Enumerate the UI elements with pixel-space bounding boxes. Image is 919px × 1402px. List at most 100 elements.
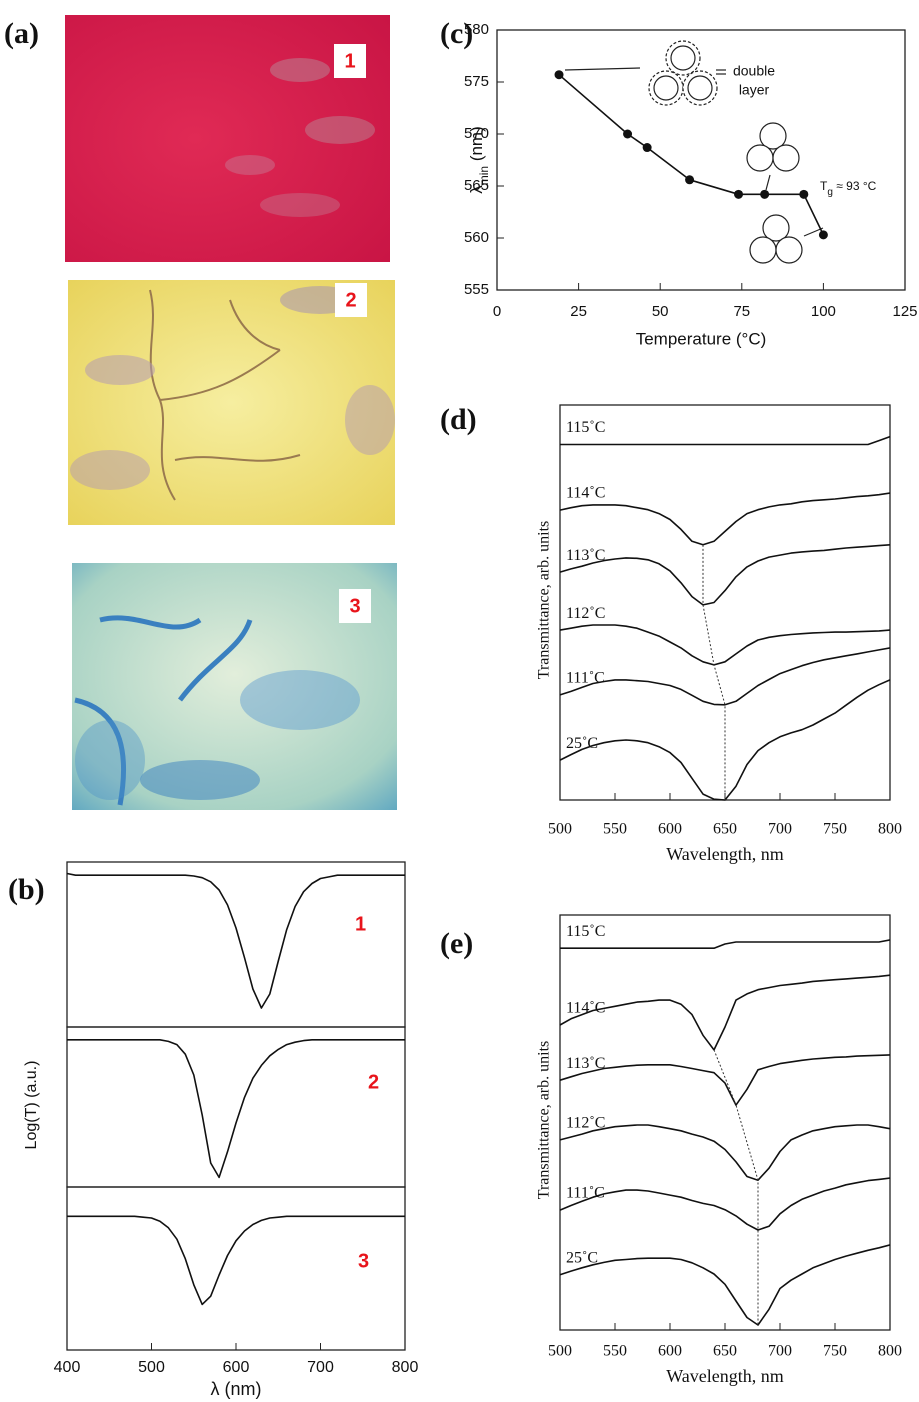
plot-frame — [66, 1026, 406, 1188]
series-label: 111˚C — [566, 1185, 605, 1202]
data-point — [554, 70, 564, 80]
x-tick-label: 800 — [392, 1359, 419, 1376]
x-tick-label: 750 — [823, 1343, 847, 1360]
x-axis-label: Temperature (°C) — [636, 329, 767, 348]
series-line — [559, 1124, 891, 1181]
x-tick-label: 550 — [603, 821, 627, 838]
data-point — [623, 129, 633, 139]
photo-label: 1 — [344, 50, 355, 72]
plot-frame — [559, 404, 891, 801]
panel-label: (c) — [440, 17, 473, 50]
x-tick-label: 600 — [658, 1343, 682, 1360]
series-label: 113˚C — [566, 1055, 605, 1072]
series-line — [559, 1054, 891, 1106]
y-tick-label: 555 — [464, 281, 489, 298]
photo: 3 — [72, 563, 397, 810]
y-tick-label: 560 — [464, 229, 489, 246]
x-tick-label: 125 — [892, 303, 917, 320]
panel-label: (d) — [440, 403, 477, 436]
panel-label: (e) — [440, 927, 473, 960]
series-label: 112˚C — [566, 1115, 605, 1132]
y-axis-label: Transmittance, arb. units — [536, 1041, 553, 1200]
y-tick-label: 580 — [464, 21, 489, 38]
series-line — [560, 435, 891, 446]
series-line — [559, 624, 891, 666]
x-tick-label: 600 — [658, 821, 682, 838]
plot-frame — [559, 914, 891, 1331]
x-tick-label: 75 — [733, 303, 750, 320]
data-point — [642, 143, 652, 153]
y-tick-label: 565 — [464, 177, 489, 194]
photo: 1 — [65, 15, 390, 262]
y-tick-label: 575 — [464, 73, 489, 90]
plot-frame — [66, 1186, 406, 1351]
x-tick-label: 0 — [493, 303, 501, 320]
annotation: Tg ≈ 93 °C — [820, 179, 877, 198]
photo: 2 — [68, 280, 395, 525]
annotation: layer — [739, 82, 770, 98]
x-tick-label: 500 — [548, 821, 572, 838]
data-point — [734, 189, 744, 199]
annotation: double — [733, 63, 775, 79]
x-tick-label: 750 — [823, 821, 847, 838]
y-tick-label: 570 — [464, 125, 489, 142]
x-tick-label: 100 — [811, 303, 836, 320]
series-line — [559, 544, 891, 606]
x-tick-label: 700 — [307, 1359, 334, 1376]
series-label: 115˚C — [566, 923, 605, 940]
trend-line — [713, 1049, 759, 1326]
series-line — [559, 1177, 891, 1231]
plot-frame — [496, 29, 906, 291]
photo-label: 3 — [349, 595, 360, 617]
x-tick-label: 50 — [652, 303, 669, 320]
series-label: 115˚C — [566, 419, 605, 436]
data-point — [685, 175, 695, 185]
series-line — [559, 1244, 891, 1326]
series-label: 113˚C — [566, 547, 605, 564]
x-tick-label: 700 — [768, 1343, 792, 1360]
photo-label: 2 — [345, 289, 356, 311]
series-label: 25˚C — [566, 735, 598, 752]
x-tick-label: 800 — [878, 821, 902, 838]
x-tick-label: 25 — [570, 303, 587, 320]
x-tick-label: 700 — [768, 821, 792, 838]
y-axis-label: Transmittance, arb. units — [536, 521, 553, 680]
data-point — [799, 189, 809, 199]
x-tick-label: 500 — [138, 1359, 165, 1376]
series-label: 3 — [358, 1250, 369, 1272]
y-axis-label: Log(T) (a.u.) — [23, 1061, 40, 1150]
x-tick-label: 600 — [223, 1359, 250, 1376]
plot-frame — [66, 861, 406, 1028]
series-line — [559, 647, 891, 706]
panel-label: (a) — [4, 17, 39, 50]
series-line — [560, 939, 891, 949]
x-axis-label: λ (nm) — [211, 1379, 262, 1399]
series-line — [559, 974, 891, 1051]
x-tick-label: 650 — [713, 1343, 737, 1360]
data-point — [818, 230, 828, 240]
trend-line — [702, 544, 726, 800]
x-tick-label: 800 — [878, 1343, 902, 1360]
x-tick-label: 400 — [54, 1359, 81, 1376]
x-tick-label: 650 — [713, 821, 737, 838]
series-line — [67, 1215, 405, 1306]
series-label: 25˚C — [566, 1249, 598, 1266]
series-line — [559, 492, 891, 546]
series-label: 111˚C — [566, 670, 605, 687]
series-line — [67, 1039, 405, 1179]
panel-label: (b) — [8, 873, 45, 906]
series-label: 114˚C — [566, 1000, 605, 1017]
series-label: 2 — [368, 1071, 379, 1093]
y-axis-label: λmin (nm) — [467, 126, 491, 194]
x-tick-label: 500 — [548, 1343, 572, 1360]
series-label: 1 — [355, 913, 366, 935]
data-point — [760, 189, 770, 199]
series-label: 114˚C — [566, 485, 605, 502]
x-axis-label: Wavelength, nm — [666, 1366, 784, 1386]
x-axis-label: Wavelength, nm — [666, 844, 784, 864]
sphere-schematic — [564, 40, 824, 264]
series-label: 112˚C — [566, 605, 605, 622]
x-tick-label: 550 — [603, 1343, 627, 1360]
series-line — [66, 872, 405, 1009]
